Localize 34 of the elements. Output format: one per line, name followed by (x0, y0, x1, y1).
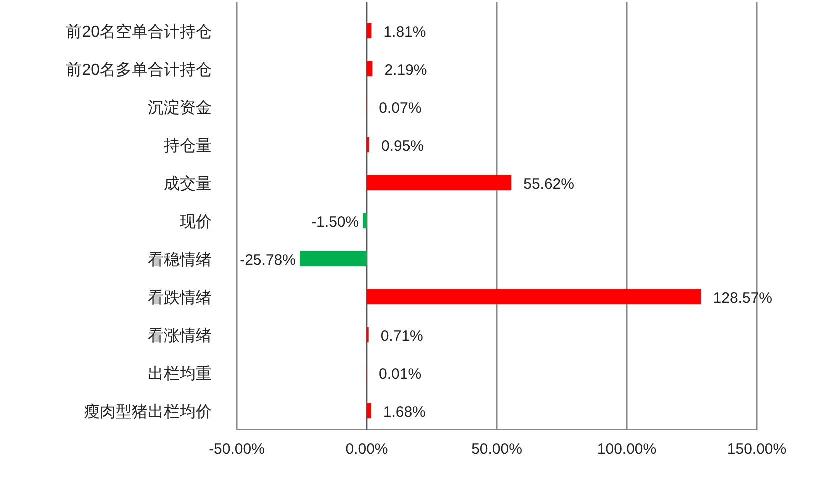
data-label: 1.81% (384, 24, 426, 41)
bar (367, 403, 372, 419)
y-tick-label: 持仓量 (164, 137, 212, 155)
y-tick-label: 沉淀资金 (148, 99, 212, 117)
bar (367, 23, 372, 39)
y-tick-label: 看跌情绪 (148, 289, 212, 307)
data-label: 0.95% (381, 138, 424, 155)
y-tick-label: 前20名空单合计持仓 (66, 23, 212, 41)
x-tick-label: 100.00% (597, 441, 657, 458)
x-tick-label: 0.00% (346, 441, 388, 458)
x-tick-label: 150.00% (727, 441, 787, 458)
data-label: 128.57% (713, 290, 772, 307)
bar (367, 175, 512, 191)
bar (363, 213, 367, 229)
y-tick-label: 出栏均重 (148, 365, 212, 383)
data-label: -1.50% (312, 214, 360, 231)
x-tick-label: 50.00% (472, 441, 522, 458)
y-tick-label: 成交量 (164, 175, 212, 193)
x-tick-label: -50.00% (209, 441, 265, 458)
data-label: 55.62% (524, 176, 574, 193)
bar (367, 61, 373, 77)
y-tick-label: 看稳情绪 (148, 251, 212, 269)
data-label: 0.01% (379, 366, 422, 383)
data-label: 0.71% (380, 328, 424, 345)
data-label: -25.78% (240, 252, 296, 269)
data-label: 0.07% (379, 100, 422, 117)
bar (300, 251, 367, 267)
y-tick-label: 现价 (180, 214, 212, 231)
data-label: 2.19% (384, 62, 428, 79)
y-tick-label: 瘦肉型猪出栏均价 (84, 403, 212, 421)
y-tick-label: 前20名多单合计持仓 (66, 61, 212, 79)
bar (367, 289, 702, 305)
y-tick-label: 看涨情绪 (148, 327, 212, 345)
data-label: 1.68% (383, 404, 426, 421)
